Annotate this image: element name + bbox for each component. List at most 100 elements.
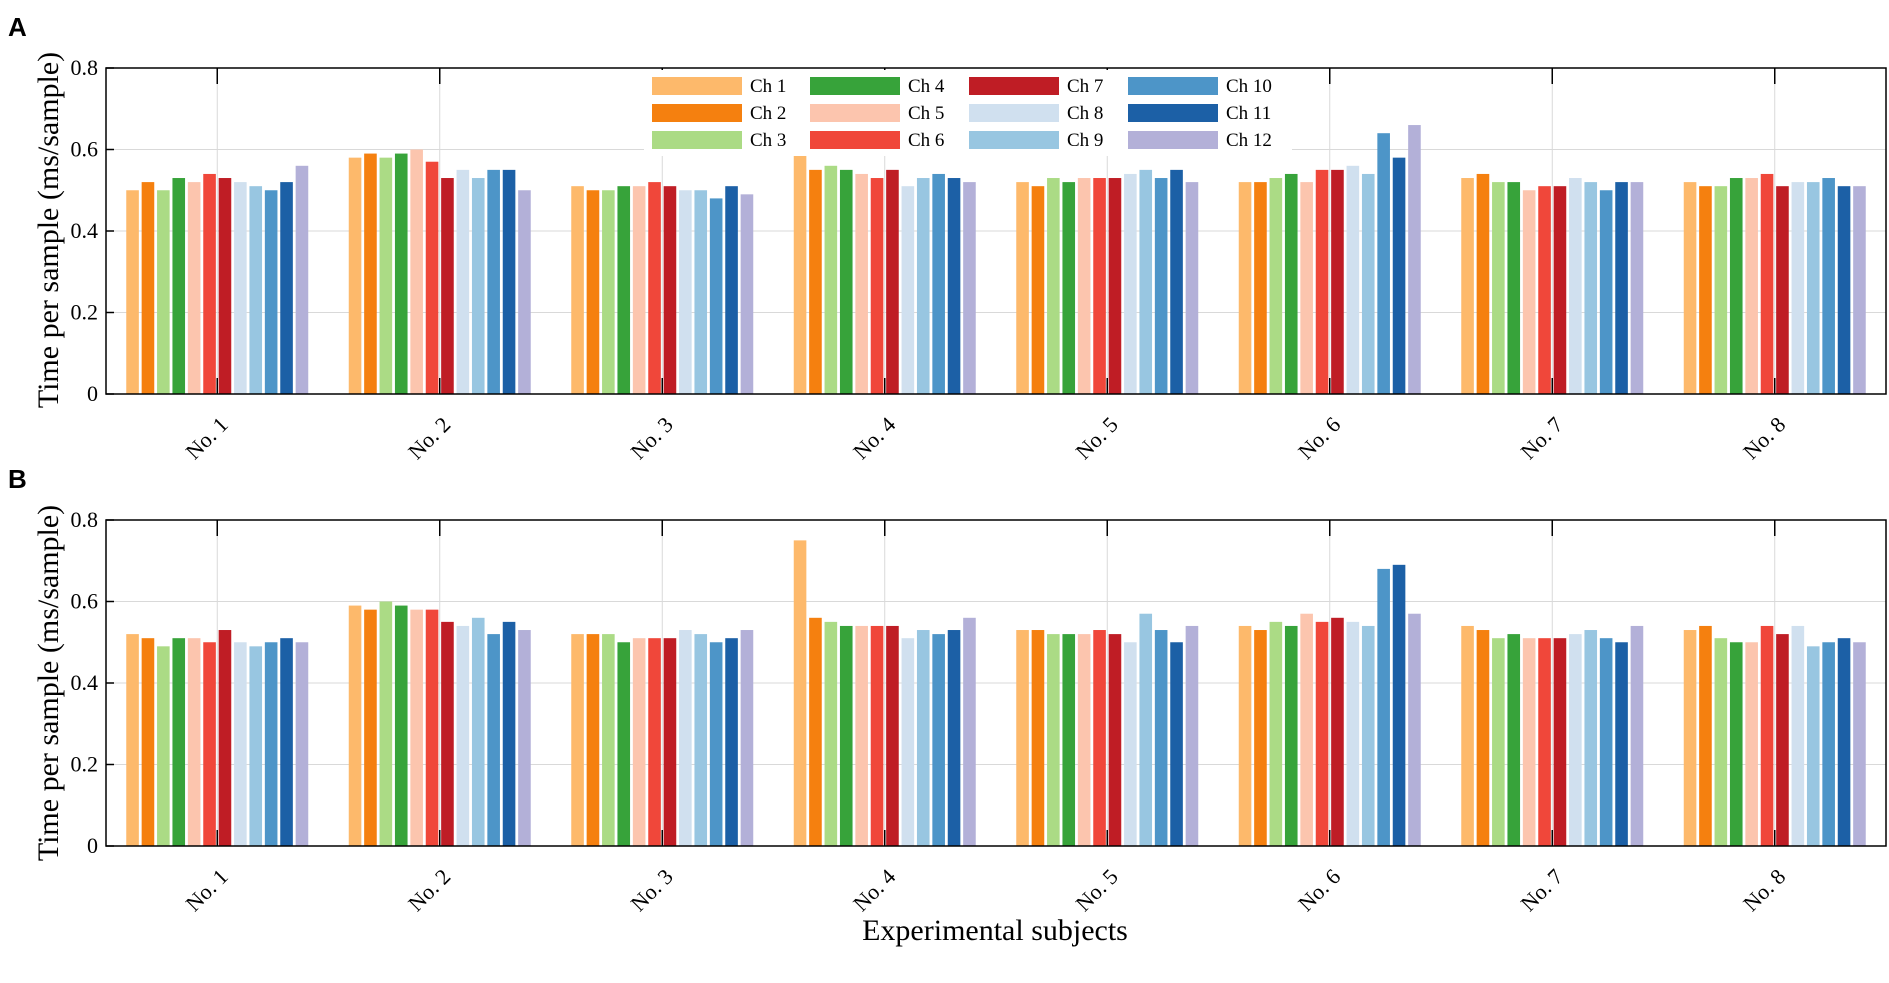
panel-a-bar-ch7-no8: [1776, 186, 1789, 394]
panel-b-bar-ch11-no8: [1837, 638, 1851, 846]
legend-swatch-ch8: [969, 104, 1059, 122]
panel-b-bar-ch11-no2: [502, 621, 516, 846]
panel-b-bar-ch2-no4: [809, 617, 822, 846]
legend-label-ch1: Ch 1: [750, 76, 786, 97]
panel-a-bar-ch8-no8: [1791, 182, 1805, 394]
panel-a-bar-ch6-no4: [870, 178, 884, 394]
panel-a-x-tick-label: No. 7: [1516, 412, 1568, 464]
panel-a-bar-ch4-no3: [617, 186, 631, 394]
panel-a-bar-ch8-no2: [456, 169, 470, 394]
panel-a-bar-ch11-no1: [280, 182, 293, 394]
panel-b-bar-ch2-no2: [364, 609, 377, 846]
panel-b-y-tick-label: 0: [87, 833, 98, 858]
panel-a-bar-ch2-no7: [1476, 173, 1490, 394]
panel-a-bar-ch4-no7: [1507, 182, 1521, 394]
legend-swatch-ch5: [810, 104, 900, 122]
panel-a-bar-ch4-no2: [394, 153, 408, 394]
panel-b-bar-ch5-no3: [632, 638, 646, 846]
panel-a-bar-ch2-no8: [1699, 186, 1712, 394]
legend-swatch-ch9: [969, 131, 1059, 149]
panel-a-bar-ch5-no2: [410, 149, 423, 394]
legend-label-ch11: Ch 11: [1226, 103, 1271, 124]
panel-a-bar-ch11-no2: [502, 169, 516, 394]
panel-a-bar-ch8-no1: [234, 182, 247, 394]
panel-b-bar-ch10-no1: [264, 642, 278, 846]
panel-a-bar-ch1-no3: [571, 186, 584, 394]
panel-a-bar-ch3-no4: [824, 165, 838, 394]
panel-a-x-tick-label: No. 8: [1738, 412, 1790, 464]
panel-b-x-tick-label: No. 8: [1738, 864, 1790, 916]
panel-b-bar-ch12-no1: [295, 642, 309, 846]
panel-a-bar-ch9-no8: [1806, 182, 1820, 394]
legend-swatch-ch3: [652, 131, 742, 149]
panel-b-x-tick-label: No. 3: [626, 864, 678, 916]
panel-b-bar-ch2-no8: [1699, 625, 1712, 846]
legend-swatch-ch10: [1128, 77, 1218, 95]
panel-a-bar-ch3-no6: [1269, 178, 1283, 394]
panel-b-bar-ch1-no1: [126, 634, 139, 846]
panel-b-bar-ch10-no3: [709, 642, 723, 846]
panel-b-bar-ch12-no5: [1185, 625, 1199, 846]
panel-b-bar-ch6-no4: [870, 625, 884, 846]
panel-b-bar-ch8-no5: [1124, 642, 1137, 846]
panel-a-bar-ch5-no4: [855, 173, 868, 394]
panel-a-bar-ch9-no5: [1139, 169, 1153, 394]
panel-a-bar-ch8-no4: [901, 186, 915, 394]
panel-b-bar-ch3-no7: [1492, 638, 1505, 846]
panel-b-bar-ch12-no2: [518, 630, 531, 846]
panel-a-x-tick-label: No. 1: [181, 412, 233, 464]
panel-a-bar-ch2-no1: [141, 182, 155, 394]
panel-a-bar-ch10-no5: [1154, 178, 1168, 394]
panel-b-x-tick-label: No. 2: [403, 864, 455, 916]
panel-a-bar-ch12-no4: [963, 182, 976, 394]
legend-label-ch5: Ch 5: [908, 103, 944, 124]
panel-b-y-tick-label: 0.2: [71, 752, 99, 777]
panel-b-bar-ch7-no8: [1776, 634, 1789, 846]
panel-a-bar-ch3-no2: [379, 157, 393, 394]
panel-b-x-tick-label: No. 4: [848, 864, 900, 916]
panel-a-bar-ch6-no5: [1093, 178, 1106, 394]
panel-b-bar-ch5-no4: [855, 625, 868, 846]
panel-a-bar-ch7-no4: [886, 169, 899, 394]
legend: Ch 1 Ch 2 Ch 3 Ch 4 Ch 5 Ch 6 Ch 7 Ch 8 Ch 9 Ch 1…: [644, 70, 1292, 156]
panel-b-bar-ch4-no6: [1284, 625, 1298, 846]
panel-a-bar-ch12-no1: [295, 165, 309, 394]
legend-label-ch7: Ch 7: [1067, 76, 1103, 97]
panel-b-bar-ch6-no3: [648, 638, 661, 846]
panel-b-bar-ch11-no6: [1392, 564, 1406, 846]
panel-a-bar-ch6-no3: [648, 182, 661, 394]
panel-b-bar-ch6-no5: [1093, 630, 1106, 846]
panel-b-bar-ch10-no6: [1377, 568, 1390, 846]
panel-a-bar-ch5-no8: [1745, 178, 1758, 394]
legend-swatch-ch2: [652, 104, 742, 122]
panel-b-bar-ch5-no6: [1300, 613, 1313, 846]
panel-a-bar-ch5-no5: [1077, 178, 1091, 394]
legend-swatch-ch6: [810, 131, 900, 149]
panel-b-bar-ch5-no1: [187, 638, 201, 846]
panel-b-bar-ch4-no4: [839, 625, 853, 846]
panel-b-bar-ch12-no3: [740, 630, 754, 846]
panel-b-bar-ch7-no5: [1108, 634, 1122, 846]
legend-swatch-ch11: [1128, 104, 1218, 122]
legend-label-ch12: Ch 12: [1226, 130, 1272, 151]
panel-a-bar-ch4-no5: [1062, 182, 1076, 394]
panel-a-plot: 0 0.2 0.4 0.6 0.8 No. 1 No. 2 No. 3 No. 4 No. 5 No…: [71, 55, 1887, 464]
panel-b-bar-ch4-no5: [1062, 634, 1076, 846]
panel-a-bar-ch7-no3: [663, 186, 677, 394]
panel-a-bar-ch9-no3: [694, 190, 708, 394]
legend-swatch-ch12: [1128, 131, 1218, 149]
panel-a-bar-ch10-no7: [1599, 190, 1613, 394]
panel-b-bar-ch12-no4: [963, 617, 976, 846]
panel-a-bar-ch3-no1: [157, 190, 170, 394]
panel-b-x-tick-label: No. 5: [1071, 864, 1123, 916]
panel-a-bar-ch6-no7: [1538, 186, 1551, 394]
panel-a-y-tick-label: 0.6: [71, 137, 99, 162]
panel-a-bar-ch9-no2: [471, 178, 485, 394]
panel-a-bar-ch4-no1: [172, 178, 186, 394]
legend-label-ch10: Ch 10: [1226, 76, 1272, 97]
panel-a-bar-ch11-no7: [1615, 182, 1628, 394]
panel-b-bar-ch9-no4: [916, 630, 930, 846]
panel-a-bar-ch9-no6: [1361, 173, 1375, 394]
panel-a-x-tick-label: No. 4: [848, 412, 900, 464]
